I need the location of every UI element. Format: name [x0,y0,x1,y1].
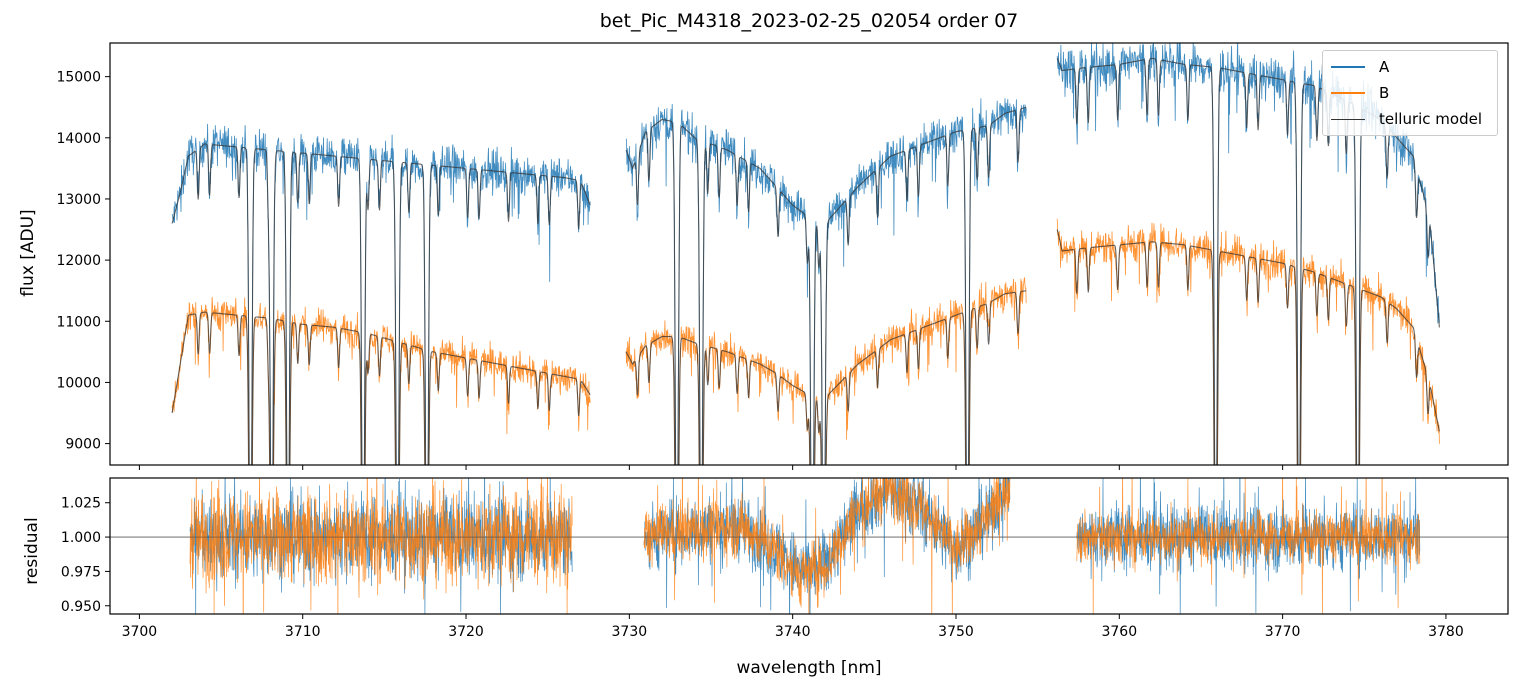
legend-item-a: A [1331,56,1389,78]
x-axis-label: wavelength [nm] [736,658,882,678]
legend-label-b: B [1379,84,1390,102]
legend-label-a: A [1379,58,1390,76]
legend-swatch-b [1331,92,1365,94]
telluric-model-a-segment-0 [171,143,591,465]
bottom-x-tick-label: 3770 [1265,624,1301,640]
bottom-x-tick-label: 3740 [775,624,811,640]
telluric-model-b-segment-1 [625,290,1027,465]
legend-item-telluric: telluric model [1331,108,1482,130]
residual-b-segment-1 [643,478,1011,614]
bottom-y-tick-label: 1.000 [61,530,101,546]
bottom-x-tick-label: 3750 [938,624,974,640]
residual-b-segment-2 [1076,478,1421,614]
residual-b-segment-0 [189,478,573,614]
bottom-x-tick-label: 3730 [612,624,648,640]
legend-item-b: B [1331,82,1389,104]
telluric-model-b-segment-0 [171,311,591,465]
top-y-axis-label: flux [ADU] [18,209,38,297]
bottom-y-tick-label: 1.025 [61,496,101,512]
legend-swatch-a [1331,66,1365,68]
bottom-panel-frame [109,477,1509,615]
legend: A B telluric model [1322,50,1498,136]
bottom-x-tick-label: 3760 [1101,624,1137,640]
top-y-tick-label: 13000 [56,192,101,208]
bottom-y-axis-label: residual [22,517,42,585]
series-b-segment-0 [171,296,591,465]
legend-label-telluric: telluric model [1379,110,1483,128]
bottom-x-tick-label: 3710 [285,624,321,640]
legend-swatch-telluric [1331,118,1365,120]
telluric-model-a-segment-1 [625,106,1027,465]
top-panel-frame [109,42,1509,466]
bottom-x-tick-label: 3720 [448,624,484,640]
telluric-model-b-segment-2 [1056,229,1440,465]
top-y-tick-label: 15000 [56,70,101,86]
bottom-y-tick-label: 0.975 [61,564,101,580]
bottom-x-tick-label: 3700 [122,624,158,640]
top-y-tick-label: 10000 [56,375,101,391]
series-b-segment-1 [625,277,1027,465]
top-y-tick-label: 12000 [56,253,101,269]
series-b-segment-2 [1056,218,1440,465]
bottom-y-tick-label: 0.950 [61,599,101,615]
top-y-tick-label: 11000 [56,314,101,330]
axis-ticks: 9000 10000 11000 12000 13000 14000 15000 0.950 0… [56,70,1463,640]
bottom-x-tick-label: 3780 [1428,624,1464,640]
top-y-tick-label: 14000 [56,131,101,147]
bottom-panel-data [110,478,1508,614]
top-panel-data [171,43,1440,465]
chart-title: bet_Pic_M4318_2023-02-25_02054 order 07 [599,10,1019,32]
top-y-tick-label: 9000 [65,437,101,453]
